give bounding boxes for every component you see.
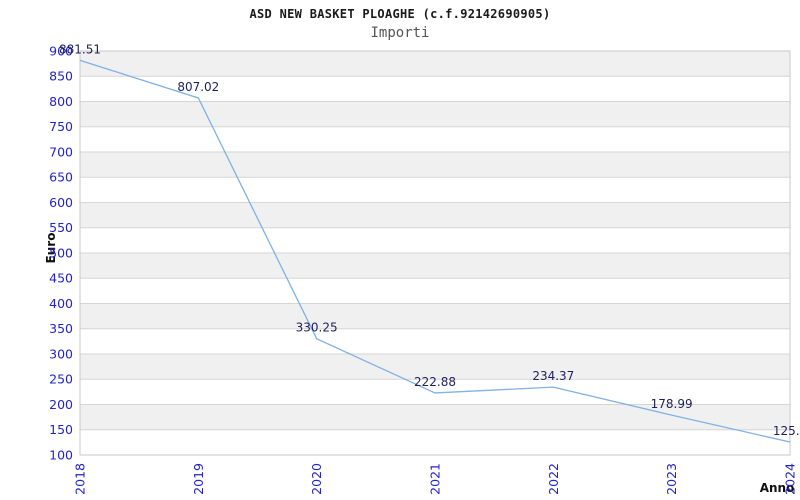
plot-band	[80, 152, 790, 178]
x-tick-label: 2023	[664, 463, 679, 495]
plot-band	[80, 51, 790, 77]
y-tick-label: 550	[49, 220, 73, 235]
plot-band	[80, 404, 790, 430]
plot-band	[80, 101, 790, 127]
x-tick-label: 2019	[191, 463, 206, 495]
y-tick-label: 350	[49, 321, 73, 336]
data-point-label: 234.37	[532, 369, 574, 383]
y-tick-label: 250	[49, 372, 73, 387]
chart-title: ASD NEW BASKET PLOAGHE (c.f.92142690905)	[249, 7, 551, 21]
data-point-label: 222.88	[414, 375, 456, 389]
x-tick-label: 2022	[546, 463, 561, 495]
data-line	[79, 59, 791, 443]
y-tick-label: 200	[49, 397, 73, 412]
data-point-label: 178.99	[651, 397, 693, 411]
y-tick-label: 100	[49, 447, 73, 462]
y-tick-label: 850	[49, 69, 73, 84]
y-tick-label: 700	[49, 144, 73, 159]
x-tick-label: 2018	[73, 463, 88, 495]
plot-border	[79, 50, 791, 456]
plot-band	[80, 253, 790, 279]
y-tick-label: 600	[49, 195, 73, 210]
plot-band	[80, 354, 790, 380]
data-point-label: 881.51	[59, 42, 101, 56]
data-point-label: 807.02	[177, 80, 219, 94]
chart-subtitle: Importi	[370, 25, 430, 41]
y-tick-label: 750	[49, 119, 73, 134]
x-tick-label: 2024	[783, 463, 798, 495]
x-tick-label: 2020	[309, 463, 324, 495]
y-tick-label: 500	[49, 245, 73, 260]
y-tick-label: 900	[49, 43, 73, 58]
data-point-label: 330.25	[296, 321, 338, 335]
y-tick-label: 450	[49, 271, 73, 286]
y-tick-label: 150	[49, 422, 73, 437]
plot-band	[80, 202, 790, 228]
y-tick-label: 300	[49, 346, 73, 361]
x-axis-title: Anno	[759, 481, 795, 495]
y-tick-label: 400	[49, 296, 73, 311]
y-tick-label: 800	[49, 94, 73, 109]
x-tick-label: 2021	[428, 463, 443, 495]
data-point-label: 125.7	[773, 424, 800, 438]
plot-band	[80, 303, 790, 329]
y-tick-label: 650	[49, 170, 73, 185]
